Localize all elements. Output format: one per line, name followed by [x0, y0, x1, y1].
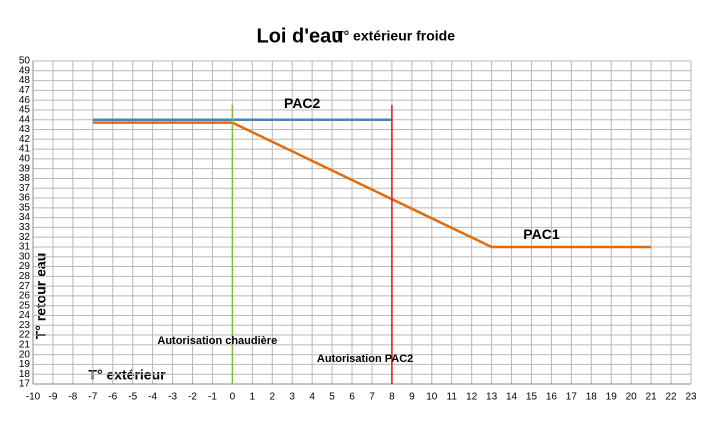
y-tick-label: 21	[19, 339, 31, 350]
chart-title: Loi d'eau	[257, 25, 344, 47]
x-tick-label: 10	[426, 392, 438, 403]
series-line	[92, 121, 652, 249]
y-tick-label: 42	[19, 134, 31, 145]
x-tick-label: 11	[447, 392, 458, 403]
y-tick-label: 39	[19, 163, 31, 174]
x-tick-label: 5	[329, 392, 335, 403]
x-tick-label: 13	[486, 392, 498, 403]
x-tick-label: 12	[466, 392, 478, 403]
x-tick-label: 18	[586, 392, 598, 403]
y-tick-label: 20	[19, 349, 31, 360]
x-tick-label: -1	[208, 392, 217, 403]
series-label: PAC2	[284, 95, 321, 111]
series-label: PAC1	[523, 226, 560, 242]
y-tick-label: 18	[19, 369, 31, 380]
x-tick-label: 16	[546, 392, 558, 403]
y-tick-label: 38	[19, 173, 31, 184]
x-tick-label: -7	[88, 392, 97, 403]
y-tick-label: 41	[19, 144, 31, 155]
chart-subtitle: T° extérieur froide	[335, 28, 455, 44]
marker-label: Autorisation chaudière	[157, 335, 277, 347]
y-tick-label: 34	[19, 212, 31, 223]
x-tick-label: -9	[48, 392, 57, 403]
x-tick-label: 6	[349, 392, 355, 403]
x-tick-label: 9	[409, 392, 415, 403]
y-tick-label: 23	[19, 320, 31, 331]
y-tick-label: 44	[19, 114, 31, 125]
y-tick-label: 47	[19, 85, 31, 96]
y-tick-label: 32	[19, 232, 31, 243]
y-tick-label: 45	[19, 105, 31, 116]
y-tick-label: 33	[19, 222, 31, 233]
marker-label: Autorisation PAC2	[317, 353, 413, 365]
y-tick-label: 22	[19, 330, 31, 341]
y-tick-label: 48	[19, 75, 31, 86]
y-tick-label: 28	[19, 271, 31, 282]
x-tick-label: 17	[566, 392, 578, 403]
x-tick-label: 7	[369, 392, 375, 403]
y-tick-label: 40	[19, 154, 31, 165]
x-tick-label: 19	[606, 392, 618, 403]
y-tick-label: 49	[19, 65, 31, 76]
x-tick-label: 2	[269, 392, 275, 403]
x-tick-label: 14	[506, 392, 518, 403]
y-tick-label: 37	[19, 183, 31, 194]
y-tick-label: 24	[19, 310, 31, 321]
y-tick-label: 17	[19, 379, 31, 390]
x-tick-label: -10	[26, 392, 41, 403]
x-tick-label: 23	[685, 392, 697, 403]
x-tick-label: -4	[148, 392, 157, 403]
x-tick-label: 8	[389, 392, 395, 403]
x-tick-label: -5	[128, 392, 137, 403]
x-tick-label: 21	[646, 392, 658, 403]
y-tick-label: 43	[19, 124, 31, 135]
x-tick-label: 4	[309, 392, 315, 403]
x-tick-label: -6	[108, 392, 117, 403]
y-tick-label: 29	[19, 261, 31, 272]
y-tick-label: 31	[19, 242, 31, 253]
x-tick-label: 22	[665, 392, 677, 403]
y-tick-label: 30	[19, 251, 31, 262]
x-tick-label: 1	[250, 392, 256, 403]
x-tick-label: 3	[289, 392, 295, 403]
y-tick-label: 25	[19, 300, 31, 311]
y-tick-label: 46	[19, 95, 31, 106]
x-tick-label: 20	[626, 392, 638, 403]
x-tick-label: -8	[68, 392, 77, 403]
x-tick-label: -2	[188, 392, 197, 403]
x-tick-label: -3	[168, 392, 177, 403]
x-tick-label: 15	[526, 392, 538, 403]
y-tick-label: 26	[19, 291, 31, 302]
x-tick-label: 0	[230, 392, 236, 403]
y-tick-label: 50	[19, 56, 31, 67]
y-tick-label: 27	[19, 281, 31, 292]
y-tick-label: 36	[19, 193, 31, 204]
y-tick-label: 19	[19, 359, 31, 370]
y-tick-label: 35	[19, 202, 31, 213]
